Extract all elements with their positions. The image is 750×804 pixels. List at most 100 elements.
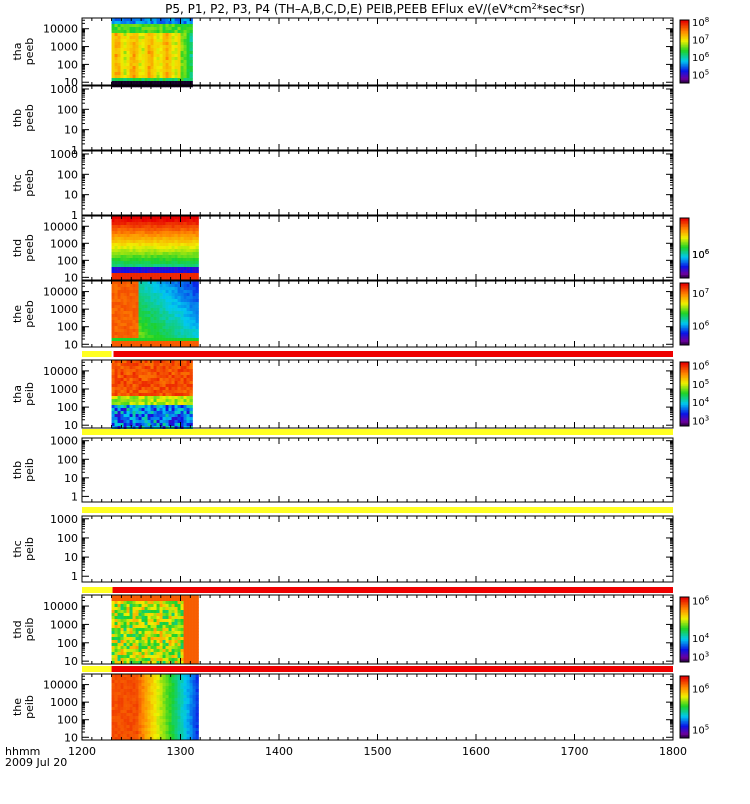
heatmap-cell [196, 658, 199, 661]
y-tick-label: 10 [64, 338, 78, 351]
colorbar-label: 106 [692, 360, 710, 373]
heatmap-cell [178, 237, 181, 240]
heatmap-cell [178, 619, 181, 622]
heatmap-cell [127, 643, 130, 646]
y-tick-label: 1000 [50, 383, 78, 396]
heatmap-cell [187, 369, 190, 372]
heatmap-cell [157, 396, 160, 399]
heatmap-cell [193, 243, 196, 246]
heatmap-cell [142, 240, 145, 243]
heatmap-cell [127, 261, 130, 264]
heatmap-cell [115, 628, 118, 631]
heatmap-cell [178, 302, 181, 305]
heatmap-cell [118, 270, 121, 273]
heatmap-cell [187, 240, 190, 243]
heatmap-cell [130, 655, 133, 658]
heatmap-cell [196, 314, 199, 317]
heatmap-cell [163, 625, 166, 628]
heatmap-cell [154, 414, 157, 417]
chart-title: P5, P1, P2, P3, P4 (TH–A,B,C,D,E) PEIB,P… [165, 2, 585, 17]
heatmap-cell [130, 39, 133, 42]
heatmap-cell [193, 658, 196, 661]
heatmap-cell [127, 267, 130, 270]
heatmap-cell [142, 42, 145, 45]
heatmap-cell [148, 658, 151, 661]
heatmap-cell [151, 619, 154, 622]
heatmap-cell [187, 598, 190, 601]
heatmap-cell [166, 622, 169, 625]
heatmap-cell [142, 332, 145, 335]
heatmap-cell [175, 417, 178, 420]
heatmap-cell [121, 375, 124, 378]
heatmap-cell [172, 363, 175, 366]
heatmap-cell [130, 402, 133, 405]
heatmap-cell [175, 237, 178, 240]
heatmap-cell [121, 405, 124, 408]
heatmap-cell [145, 302, 148, 305]
heatmap-cell [190, 631, 193, 634]
heatmap-cell [136, 341, 139, 344]
heatmap-cell [163, 270, 166, 273]
heatmap-cell [145, 387, 148, 390]
heatmap-cell [148, 405, 151, 408]
heatmap-cell [172, 293, 175, 296]
heatmap-cell [118, 24, 121, 27]
heatmap-cell [160, 610, 163, 613]
heatmap-cell [124, 36, 127, 39]
heatmap-cell [118, 326, 121, 329]
heatmap-cell [181, 637, 184, 640]
heatmap-cell [136, 243, 139, 246]
heatmap-cell [151, 273, 154, 276]
heatmap-cell [112, 299, 115, 302]
heatmap-cell [190, 393, 193, 396]
heatmap-cell [166, 381, 169, 384]
heatmap-cell [187, 51, 190, 54]
heatmap-cell [145, 393, 148, 396]
heatmap-cell [160, 619, 163, 622]
heatmap-cell [178, 69, 181, 72]
heatmap-cell [172, 338, 175, 341]
heatmap-cell [151, 267, 154, 270]
heatmap-cell [163, 225, 166, 228]
heatmap-cell [151, 338, 154, 341]
heatmap-cell [187, 314, 190, 317]
heatmap-cell [178, 649, 181, 652]
heatmap-cell [187, 27, 190, 30]
heatmap-cell [151, 414, 154, 417]
heatmap-cell [127, 628, 130, 631]
heatmap-cell [175, 658, 178, 661]
heatmap-cell [184, 225, 187, 228]
heatmap-cell [196, 610, 199, 613]
heatmap-cell [142, 640, 145, 643]
heatmap-cell [175, 390, 178, 393]
heatmap-cell [151, 390, 154, 393]
heatmap-cell [121, 390, 124, 393]
heatmap-cell [160, 264, 163, 267]
heatmap-cell [157, 610, 160, 613]
heatmap-cell [115, 341, 118, 344]
heatmap-cell [136, 284, 139, 287]
heatmap-cell [115, 604, 118, 607]
heatmap-cell [130, 384, 133, 387]
heatmap-cell [130, 649, 133, 652]
heatmap-cell [154, 72, 157, 75]
heatmap-cell [178, 366, 181, 369]
heatmap-cell [142, 261, 145, 264]
heatmap-cell [136, 399, 139, 402]
heatmap-cell [124, 63, 127, 66]
y-tick-label: 1000 [50, 237, 78, 250]
y-tick-label: 10 [64, 271, 78, 284]
heatmap-cell [115, 36, 118, 39]
heatmap-cell [196, 332, 199, 335]
heatmap-cell [157, 30, 160, 33]
heatmap-cell [145, 390, 148, 393]
heatmap-cell [115, 63, 118, 66]
heatmap-cell [193, 338, 196, 341]
heatmap-cell [118, 628, 121, 631]
heatmap-cell [115, 643, 118, 646]
heatmap-cell [121, 63, 124, 66]
heatmap-cell [112, 33, 115, 36]
heatmap-cell [115, 402, 118, 405]
heatmap-cell [178, 393, 181, 396]
heatmap-cell [118, 21, 121, 24]
